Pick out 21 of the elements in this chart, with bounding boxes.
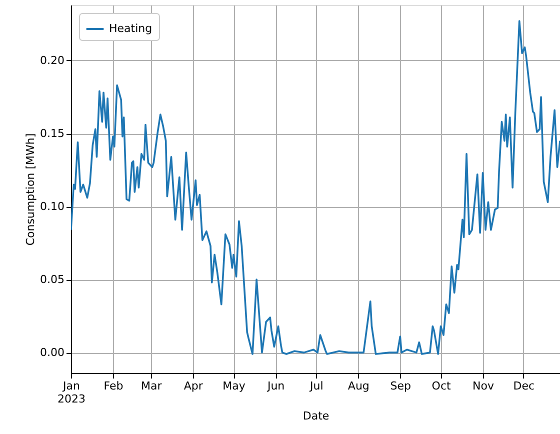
x-tick-label: Dec — [513, 380, 535, 392]
y-tick-label: 0.05 — [40, 273, 64, 286]
x-tick-label: May — [222, 380, 246, 392]
y-tick-label: 0.20 — [40, 54, 64, 67]
x-tick-label: Apr — [184, 380, 204, 392]
x-tick-label: Sep — [390, 380, 412, 392]
x-tick-label: Jan 2023 — [58, 380, 86, 406]
legend-label: Heating — [109, 22, 152, 35]
x-tick-label: Nov — [472, 380, 495, 392]
line-series — [71, 20, 560, 355]
y-tick-label: 0.10 — [40, 200, 64, 214]
x-tick-label: Feb — [104, 380, 124, 392]
x-tick-label: Aug — [348, 380, 370, 392]
x-tick-label: Mar — [141, 380, 162, 392]
x-axis-title: Date — [302, 410, 330, 422]
x-tick-label: Jun — [266, 380, 285, 392]
x-tick-label: Oct — [432, 380, 452, 392]
x-tick-label: Jul — [309, 380, 324, 392]
y-tick-label: 0.15 — [40, 127, 64, 140]
y-axis-title: Consumption [MWh] — [24, 133, 38, 246]
y-tick-label: 0.00 — [40, 346, 64, 360]
